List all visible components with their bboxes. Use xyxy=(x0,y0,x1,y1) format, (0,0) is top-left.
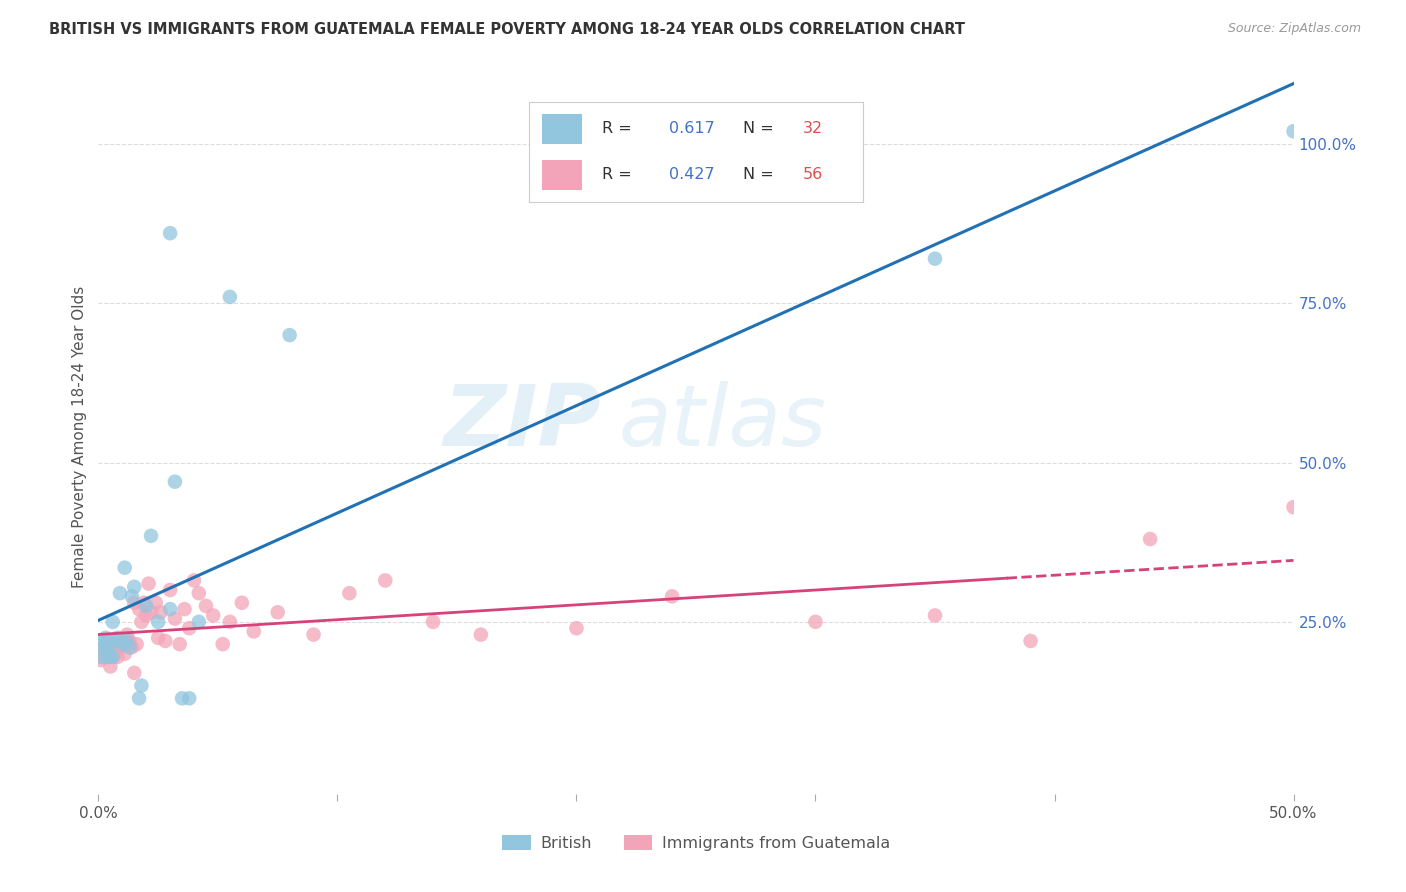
Point xyxy=(804,615,827,629)
Point xyxy=(114,647,136,661)
Point xyxy=(219,290,242,304)
Point xyxy=(90,649,112,664)
Point xyxy=(159,582,181,597)
Point xyxy=(115,627,138,641)
Point xyxy=(98,649,122,664)
Point xyxy=(179,621,201,635)
Point xyxy=(108,586,131,600)
Y-axis label: Female Poverty Among 18-24 Year Olds: Female Poverty Among 18-24 Year Olds xyxy=(72,286,87,588)
Point xyxy=(470,627,492,641)
Point xyxy=(97,634,120,648)
Point xyxy=(302,627,325,641)
Point xyxy=(339,586,361,600)
Point xyxy=(97,640,120,655)
Point xyxy=(111,634,134,648)
Point xyxy=(243,624,266,639)
Point xyxy=(107,649,129,664)
Point xyxy=(101,649,124,664)
Point xyxy=(124,596,146,610)
Point xyxy=(124,665,146,680)
Point xyxy=(121,640,143,655)
Point xyxy=(131,615,153,629)
Point xyxy=(1139,532,1161,546)
Point xyxy=(128,602,150,616)
Point xyxy=(148,631,170,645)
Point xyxy=(148,615,170,629)
Point xyxy=(121,590,143,604)
Point xyxy=(135,599,157,613)
Point xyxy=(94,643,117,657)
Point xyxy=(422,615,444,629)
Point xyxy=(108,640,131,655)
Point xyxy=(163,612,186,626)
Point xyxy=(159,226,181,240)
Point xyxy=(115,634,138,648)
Point xyxy=(169,637,191,651)
Point xyxy=(219,615,242,629)
Point xyxy=(98,637,122,651)
Point xyxy=(155,634,177,648)
Point xyxy=(118,640,141,655)
Point xyxy=(91,640,114,655)
Point xyxy=(118,634,141,648)
Text: Source: ZipAtlas.com: Source: ZipAtlas.com xyxy=(1227,22,1361,36)
Point xyxy=(211,637,233,651)
Point xyxy=(97,649,120,664)
Point xyxy=(132,596,155,610)
Point xyxy=(94,637,117,651)
Point xyxy=(145,596,167,610)
Point xyxy=(124,580,146,594)
Point xyxy=(90,653,112,667)
Point xyxy=(187,615,209,629)
Point xyxy=(278,328,301,343)
Point xyxy=(267,605,290,619)
Point xyxy=(172,691,194,706)
Point xyxy=(114,560,136,574)
Point xyxy=(195,599,218,613)
Point xyxy=(183,574,205,588)
Text: ZIP: ZIP xyxy=(443,381,600,465)
Point xyxy=(128,691,150,706)
Point xyxy=(131,679,153,693)
Point xyxy=(1282,124,1305,138)
Point xyxy=(94,631,117,645)
Point xyxy=(138,576,160,591)
Point xyxy=(1282,500,1305,515)
Point xyxy=(98,643,122,657)
Point xyxy=(101,649,124,664)
Point xyxy=(104,637,127,651)
Point xyxy=(661,590,683,604)
Point xyxy=(111,637,134,651)
Point xyxy=(139,605,162,619)
Point xyxy=(98,659,122,673)
Point xyxy=(149,605,172,619)
Point xyxy=(187,586,209,600)
Point xyxy=(159,602,181,616)
Legend: British, Immigrants from Guatemala: British, Immigrants from Guatemala xyxy=(495,829,897,857)
Point xyxy=(179,691,201,706)
Point xyxy=(104,634,127,648)
Point xyxy=(91,649,114,664)
Point xyxy=(231,596,253,610)
Point xyxy=(924,608,946,623)
Point xyxy=(139,529,162,543)
Point xyxy=(91,640,114,655)
Point xyxy=(107,631,129,645)
Point xyxy=(163,475,186,489)
Point xyxy=(101,615,124,629)
Text: BRITISH VS IMMIGRANTS FROM GUATEMALA FEMALE POVERTY AMONG 18-24 YEAR OLDS CORREL: BRITISH VS IMMIGRANTS FROM GUATEMALA FEM… xyxy=(49,22,965,37)
Point xyxy=(202,608,225,623)
Point xyxy=(374,574,396,588)
Point xyxy=(1019,634,1042,648)
Point xyxy=(97,649,120,664)
Point xyxy=(91,634,114,648)
Point xyxy=(173,602,195,616)
Point xyxy=(565,621,588,635)
Point xyxy=(125,637,148,651)
Point xyxy=(924,252,946,266)
Point xyxy=(135,608,157,623)
Text: atlas: atlas xyxy=(619,381,827,465)
